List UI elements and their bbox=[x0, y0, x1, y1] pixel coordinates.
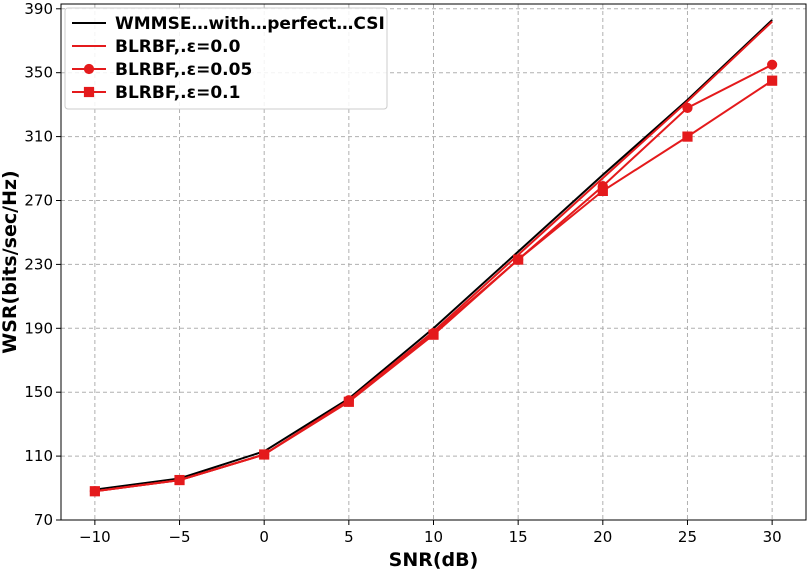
x-tick-label: −5 bbox=[168, 528, 190, 546]
x-tick-label: 5 bbox=[344, 528, 354, 546]
x-tick-label: 15 bbox=[509, 528, 528, 546]
legend-item: BLRBF,.ε=0.05 bbox=[72, 60, 252, 80]
data-point bbox=[259, 449, 270, 460]
series-layer bbox=[89, 19, 778, 497]
legend-item: BLRBF,.ε=0.0 bbox=[72, 37, 241, 57]
legend-item: WMMSE…with…perfect…CSI bbox=[72, 14, 385, 34]
y-tick-label: 190 bbox=[24, 319, 53, 337]
x-axis-label: SNR(dB) bbox=[389, 549, 479, 571]
legend-label: BLRBF,.ε=0.0 bbox=[115, 37, 241, 57]
y-tick-label: 110 bbox=[24, 447, 53, 465]
legend-item: BLRBF,.ε=0.1 bbox=[72, 83, 240, 103]
legend-box bbox=[64, 7, 388, 110]
ticks: −10 −5 0 5 10 15 20 25 30 70 110 150 190 230 270 310 350… bbox=[24, 0, 781, 546]
y-tick-label: 150 bbox=[24, 383, 53, 401]
y-tick-label: 270 bbox=[24, 191, 53, 209]
legend: WMMSE…with…perfect…CSI BLRBF,.ε=0.0 BLRBF,… bbox=[64, 7, 388, 110]
x-tick-label: −10 bbox=[79, 528, 111, 546]
data-point bbox=[597, 185, 608, 197]
x-tick-label: 0 bbox=[259, 528, 269, 546]
series-3 bbox=[89, 75, 778, 497]
y-tick-label: 390 bbox=[24, 0, 53, 18]
data-point bbox=[767, 59, 778, 70]
y-tick-label: 230 bbox=[24, 255, 53, 273]
data-point bbox=[682, 131, 693, 142]
y-axis-label: WSR(bits/sec/Hz) bbox=[0, 170, 21, 353]
legend-marker bbox=[83, 86, 95, 98]
y-tick-label: 310 bbox=[24, 128, 53, 146]
legend-label: BLRBF,.ε=0.05 bbox=[115, 60, 252, 80]
legend-marker bbox=[83, 63, 95, 75]
legend-label: BLRBF,.ε=0.1 bbox=[115, 83, 240, 103]
x-tick-label: 20 bbox=[593, 528, 612, 546]
data-point bbox=[513, 254, 524, 265]
data-point bbox=[343, 396, 354, 407]
x-tick-label: 10 bbox=[424, 528, 443, 546]
y-tick-label: 350 bbox=[24, 64, 53, 82]
x-tick-label: 30 bbox=[763, 528, 782, 546]
data-point bbox=[89, 486, 100, 497]
data-point bbox=[174, 474, 185, 486]
data-point bbox=[767, 75, 778, 86]
data-point bbox=[682, 102, 693, 113]
data-point bbox=[428, 329, 439, 340]
legend-label: WMMSE…with…perfect…CSI bbox=[115, 14, 385, 34]
x-tick-label: 25 bbox=[678, 528, 697, 546]
y-tick-label: 70 bbox=[34, 511, 53, 529]
